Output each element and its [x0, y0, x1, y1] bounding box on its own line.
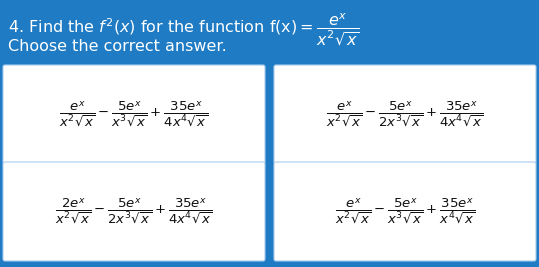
Text: Choose the correct answer.: Choose the correct answer. — [8, 39, 227, 54]
FancyBboxPatch shape — [3, 65, 265, 164]
Text: $\dfrac{e^x}{x^2\sqrt{x}} - \dfrac{5e^x}{x^3\sqrt{x}} + \dfrac{35e^x}{x^4\sqrt{x: $\dfrac{e^x}{x^2\sqrt{x}} - \dfrac{5e^x}… — [335, 197, 475, 226]
FancyBboxPatch shape — [3, 162, 265, 261]
Text: $\dfrac{2e^x}{x^2\sqrt{x}} - \dfrac{5e^x}{2x^3\sqrt{x}} + \dfrac{35e^x}{4x^4\sqr: $\dfrac{2e^x}{x^2\sqrt{x}} - \dfrac{5e^x… — [55, 197, 213, 226]
Text: 4. Find the $f^2(x)$ for the function $\mathrm{f(x)} = \dfrac{e^x}{x^2\sqrt{x}}$: 4. Find the $f^2(x)$ for the function $\… — [8, 12, 360, 48]
Text: $\dfrac{e^x}{x^2\sqrt{x}} - \dfrac{5e^x}{2x^3\sqrt{x}} + \dfrac{35e^x}{4x^4\sqrt: $\dfrac{e^x}{x^2\sqrt{x}} - \dfrac{5e^x}… — [326, 100, 484, 129]
Text: $\dfrac{e^x}{x^2\sqrt{x}} - \dfrac{5e^x}{x^3\sqrt{x}} + \dfrac{35e^x}{4x^4\sqrt{: $\dfrac{e^x}{x^2\sqrt{x}} - \dfrac{5e^x}… — [59, 100, 209, 129]
FancyBboxPatch shape — [274, 65, 536, 164]
FancyBboxPatch shape — [274, 162, 536, 261]
